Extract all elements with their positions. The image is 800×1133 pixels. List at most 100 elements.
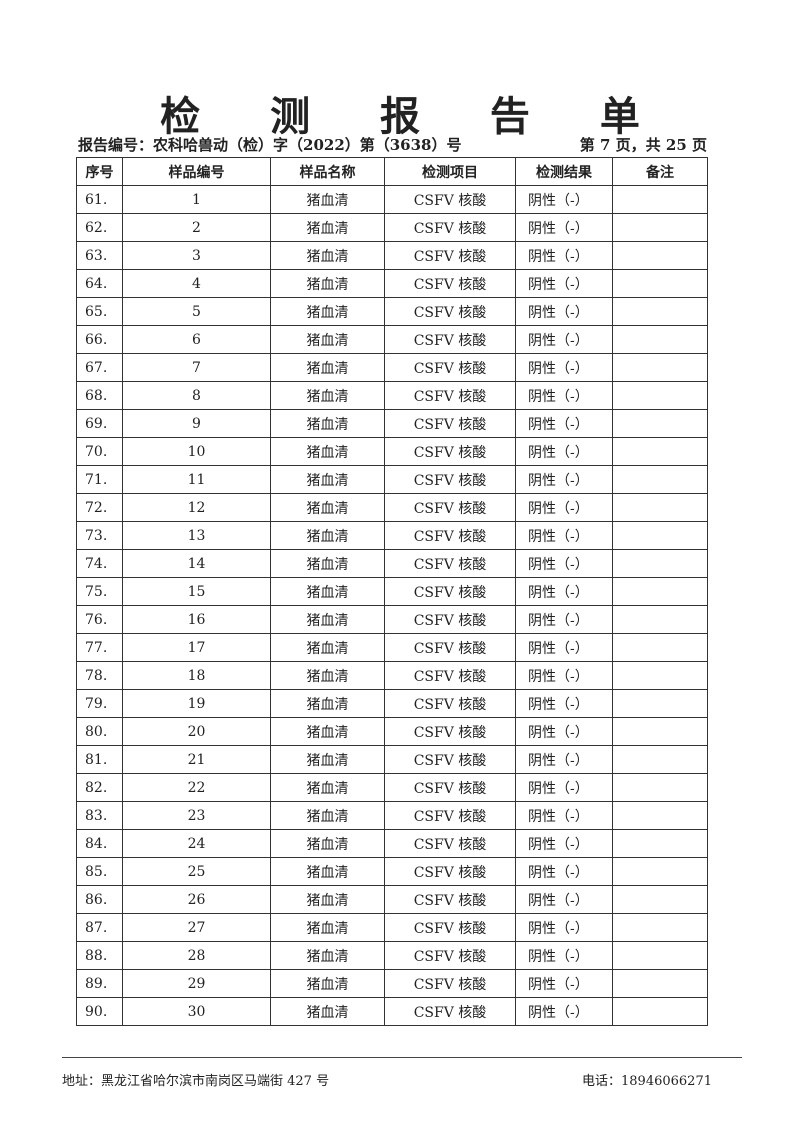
cell-remarks (612, 549, 708, 578)
cell-seq: 89. (76, 969, 123, 998)
cell-sample-name: 猪血清 (270, 717, 385, 746)
cell-sample-id: 17 (122, 633, 271, 662)
cell-seq: 87. (76, 913, 123, 942)
page-info: 第 7 页，共 25 页 (579, 136, 707, 154)
cell-test-result: 阴性（-） (515, 633, 613, 662)
cell-sample-id: 28 (122, 941, 271, 970)
cell-sample-id: 23 (122, 801, 271, 830)
table-row: 79. 19 猪血清 CSFV 核酸 阴性（-） (76, 689, 708, 718)
cell-test-item: CSFV 核酸 (384, 269, 516, 298)
cell-seq: 84. (76, 829, 123, 858)
cell-remarks (612, 969, 708, 998)
footer-divider (62, 1057, 742, 1058)
cell-test-result: 阴性（-） (515, 241, 613, 270)
cell-test-result: 阴性（-） (515, 829, 613, 858)
cell-seq: 67. (76, 353, 123, 382)
table-row: 64. 4 猪血清 CSFV 核酸 阴性（-） (76, 269, 708, 298)
cell-test-item: CSFV 核酸 (384, 409, 516, 438)
cell-sample-id: 18 (122, 661, 271, 690)
table-row: 90. 30 猪血清 CSFV 核酸 阴性（-） (76, 997, 708, 1026)
cell-remarks (612, 297, 708, 326)
cell-sample-name: 猪血清 (270, 577, 385, 606)
cell-seq: 63. (76, 241, 123, 270)
cell-test-item: CSFV 核酸 (384, 605, 516, 634)
cell-sample-name: 猪血清 (270, 969, 385, 998)
cell-sample-name: 猪血清 (270, 213, 385, 242)
cell-seq: 86. (76, 885, 123, 914)
cell-seq: 72. (76, 493, 123, 522)
cell-sample-id: 21 (122, 745, 271, 774)
cell-remarks (612, 997, 708, 1026)
cell-test-result: 阴性（-） (515, 213, 613, 242)
cell-remarks (612, 661, 708, 690)
cell-sample-name: 猪血清 (270, 745, 385, 774)
cell-seq: 64. (76, 269, 123, 298)
header-seq: 序号 (76, 157, 123, 186)
table-row: 89. 29 猪血清 CSFV 核酸 阴性（-） (76, 969, 708, 998)
table-header-row: 序号 样品编号 样品名称 检测项目 检测结果 备注 (76, 157, 708, 186)
cell-sample-id: 25 (122, 857, 271, 886)
cell-sample-id: 15 (122, 577, 271, 606)
table-row: 88. 28 猪血清 CSFV 核酸 阴性（-） (76, 941, 708, 970)
cell-test-item: CSFV 核酸 (384, 801, 516, 830)
cell-test-result: 阴性（-） (515, 465, 613, 494)
cell-test-item: CSFV 核酸 (384, 549, 516, 578)
table-row: 84. 24 猪血清 CSFV 核酸 阴性（-） (76, 829, 708, 858)
results-table: 序号 样品编号 样品名称 检测项目 检测结果 备注 61. 1 猪血清 CSFV 核酸… (76, 157, 708, 1026)
cell-sample-id: 20 (122, 717, 271, 746)
cell-test-result: 阴性（-） (515, 353, 613, 382)
cell-test-result: 阴性（-） (515, 857, 613, 886)
cell-sample-id: 27 (122, 913, 271, 942)
cell-seq: 75. (76, 577, 123, 606)
cell-sample-name: 猪血清 (270, 353, 385, 382)
cell-seq: 73. (76, 521, 123, 550)
cell-seq: 81. (76, 745, 123, 774)
cell-remarks (612, 213, 708, 242)
cell-test-result: 阴性（-） (515, 409, 613, 438)
cell-remarks (612, 633, 708, 662)
cell-sample-id: 8 (122, 381, 271, 410)
cell-seq: 62. (76, 213, 123, 242)
header-test-result: 检测结果 (515, 157, 613, 186)
cell-sample-id: 24 (122, 829, 271, 858)
footer-address: 地址：黑龙江省哈尔滨市南岗区马端街 427 号 (62, 1074, 330, 1089)
table-row: 77. 17 猪血清 CSFV 核酸 阴性（-） (76, 633, 708, 662)
header-remarks: 备注 (612, 157, 708, 186)
table-row: 73. 13 猪血清 CSFV 核酸 阴性（-） (76, 521, 708, 550)
cell-sample-name: 猪血清 (270, 941, 385, 970)
cell-sample-id: 2 (122, 213, 271, 242)
cell-remarks (612, 269, 708, 298)
cell-seq: 79. (76, 689, 123, 718)
cell-test-item: CSFV 核酸 (384, 941, 516, 970)
cell-seq: 85. (76, 857, 123, 886)
cell-sample-id: 13 (122, 521, 271, 550)
cell-test-result: 阴性（-） (515, 689, 613, 718)
table-row: 65. 5 猪血清 CSFV 核酸 阴性（-） (76, 297, 708, 326)
cell-remarks (612, 493, 708, 522)
cell-sample-id: 7 (122, 353, 271, 382)
cell-remarks (612, 521, 708, 550)
cell-sample-id: 3 (122, 241, 271, 270)
cell-test-item: CSFV 核酸 (384, 745, 516, 774)
cell-test-result: 阴性（-） (515, 717, 613, 746)
cell-sample-id: 9 (122, 409, 271, 438)
cell-sample-id: 11 (122, 465, 271, 494)
cell-sample-name: 猪血清 (270, 997, 385, 1026)
header-sample-id: 样品编号 (122, 157, 271, 186)
table-row: 83. 23 猪血清 CSFV 核酸 阴性（-） (76, 801, 708, 830)
cell-test-item: CSFV 核酸 (384, 997, 516, 1026)
cell-test-result: 阴性（-） (515, 969, 613, 998)
cell-seq: 88. (76, 941, 123, 970)
cell-test-item: CSFV 核酸 (384, 717, 516, 746)
cell-sample-name: 猪血清 (270, 185, 385, 214)
cell-remarks (612, 885, 708, 914)
cell-sample-name: 猪血清 (270, 241, 385, 270)
cell-sample-id: 5 (122, 297, 271, 326)
cell-test-item: CSFV 核酸 (384, 689, 516, 718)
cell-seq: 61. (76, 185, 123, 214)
cell-test-item: CSFV 核酸 (384, 297, 516, 326)
cell-test-item: CSFV 核酸 (384, 465, 516, 494)
cell-sample-id: 10 (122, 437, 271, 466)
cell-seq: 78. (76, 661, 123, 690)
cell-remarks (612, 745, 708, 774)
